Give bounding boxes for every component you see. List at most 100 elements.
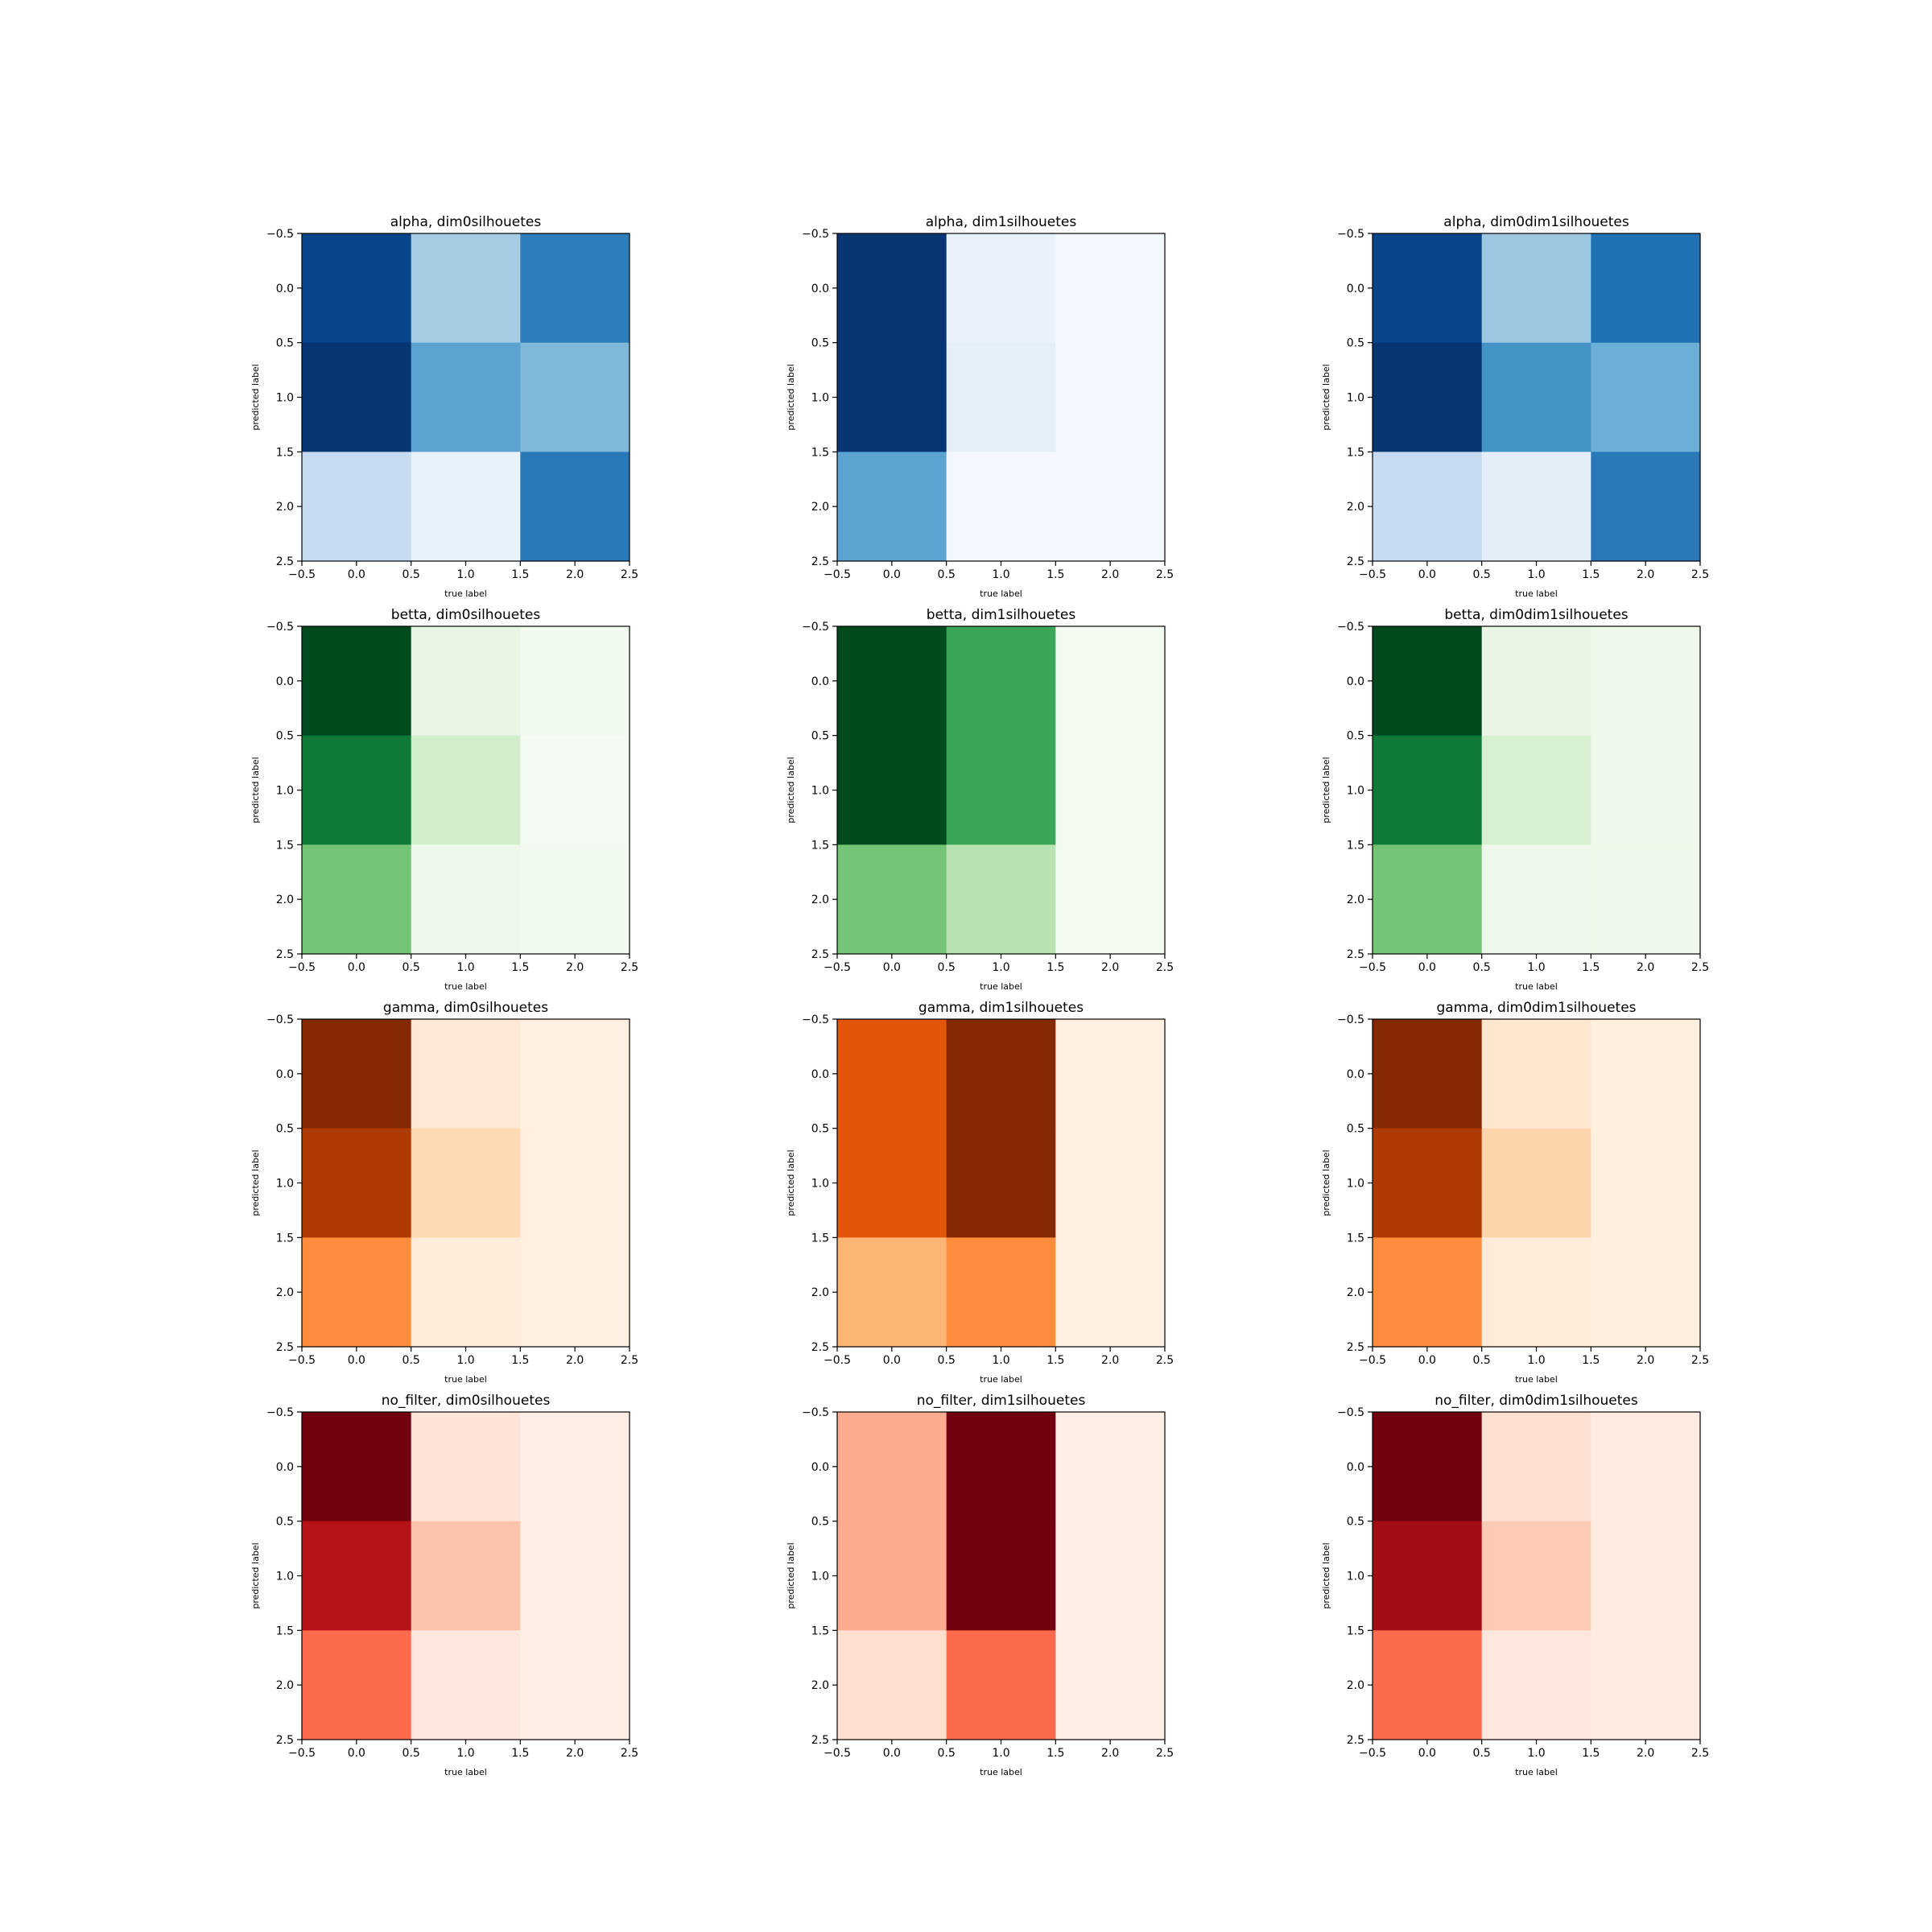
x-tick-label: 0.5 <box>1473 961 1491 974</box>
x-tick-label: 0.5 <box>1473 568 1491 581</box>
x-tick-label: 1.5 <box>1046 1747 1064 1760</box>
heatmap-cell <box>946 233 1056 344</box>
heatmap-cell <box>1591 1128 1701 1238</box>
y-axis-label: predicted label <box>250 364 261 430</box>
heatmap-cell <box>302 1128 412 1238</box>
y-tick-label: 2.5 <box>1347 948 1364 961</box>
heatmap-cell <box>520 342 630 452</box>
y-tick-label: 1.0 <box>811 1178 829 1191</box>
heatmap-cell <box>411 1237 521 1348</box>
x-tick-label: 2.5 <box>1691 1747 1709 1760</box>
x-axis-label: true label <box>1515 981 1558 992</box>
x-tick-label: −0.5 <box>824 1354 851 1367</box>
y-tick-label: −0.5 <box>1337 621 1364 634</box>
y-tick-label: 1.5 <box>1347 1232 1364 1245</box>
chart-title: betta, dim0silhouetes <box>391 607 541 623</box>
x-tick-label: 2.0 <box>1101 961 1119 974</box>
x-tick-label: 0.0 <box>1418 1354 1436 1367</box>
y-tick-label: 2.0 <box>276 894 294 906</box>
x-tick-label: 2.5 <box>1156 1354 1174 1367</box>
heatmap-cell <box>411 1128 521 1238</box>
heatmap-cell <box>520 1521 630 1631</box>
y-tick-label: 2.0 <box>276 501 294 514</box>
y-tick-label: 0.5 <box>1347 1123 1364 1136</box>
y-tick-label: 2.5 <box>276 1734 294 1747</box>
y-tick-label: 2.0 <box>1347 1679 1364 1692</box>
y-tick-label: 1.5 <box>276 839 294 852</box>
heatmap-cell <box>1481 1521 1591 1631</box>
heatmap-cell <box>1481 626 1591 737</box>
x-tick-label: 2.5 <box>621 961 638 974</box>
heatmap-cell <box>1055 1630 1166 1740</box>
y-tick-label: 0.5 <box>1347 730 1364 743</box>
y-tick-label: 0.0 <box>1347 675 1364 688</box>
x-tick-label: 1.5 <box>511 1354 529 1367</box>
heatmap-cell <box>302 1019 412 1129</box>
y-tick-label: 1.5 <box>811 1624 829 1637</box>
chart-title: no_filter, dim0dim1silhouetes <box>1435 1393 1638 1409</box>
x-tick-label: 2.5 <box>1156 568 1174 581</box>
x-tick-label: 0.5 <box>402 961 420 974</box>
heatmap-cell <box>1055 233 1166 344</box>
heatmap-cell <box>520 1630 630 1740</box>
x-tick-label: 1.5 <box>1046 568 1064 581</box>
heatmap-cell <box>1591 844 1701 955</box>
x-tick-label: 1.0 <box>456 1747 474 1760</box>
heatmap-cell <box>1591 626 1701 737</box>
heatmap-cell <box>837 1237 947 1348</box>
y-tick-label: −0.5 <box>1337 1013 1364 1026</box>
heatmap-cell <box>411 626 521 737</box>
chart-title: no_filter, dim1silhouetes <box>917 1393 1086 1409</box>
heatmap-cell <box>520 1128 630 1238</box>
y-tick-label: 1.5 <box>1347 1624 1364 1637</box>
heatmap-cell <box>411 233 521 344</box>
y-tick-label: −0.5 <box>802 621 829 634</box>
y-tick-label: 0.5 <box>811 1123 829 1136</box>
heatmap-cell <box>302 1237 412 1348</box>
x-axis-label: true label <box>444 1767 487 1777</box>
x-tick-label: 0.0 <box>883 1354 901 1367</box>
heatmap-panel: −0.5 0.0 0.5 1.0 1.5 2.0 2.5−0.50.00.51.01.52.… <box>1321 607 1709 992</box>
heatmap-panel: −0.5 0.0 0.5 1.0 1.5 2.0 2.5−0.50.00.51.01.52.… <box>1321 1000 1709 1385</box>
x-tick-label: 1.5 <box>1582 568 1600 581</box>
heatmap-cell <box>1373 342 1483 452</box>
heatmap-panel: −0.5 0.0 0.5 1.0 1.5 2.0 2.5−0.50.00.51.01.52.… <box>786 1393 1174 1777</box>
x-tick-label: 2.5 <box>621 568 638 581</box>
x-tick-label: 2.5 <box>1156 1747 1174 1760</box>
heatmap-cell <box>837 1521 947 1631</box>
y-tick-label: 1.0 <box>276 1178 294 1191</box>
x-tick-label: 0.5 <box>938 1747 956 1760</box>
y-tick-label: 2.5 <box>276 555 294 568</box>
heatmap-cell <box>1591 452 1701 562</box>
heatmap-cell <box>1481 1237 1591 1348</box>
chart-title: gamma, dim0silhouetes <box>383 1000 548 1016</box>
y-tick-label: 0.5 <box>276 337 294 350</box>
y-axis-label: predicted label <box>786 1150 796 1216</box>
heatmap-cell <box>1481 844 1591 955</box>
y-tick-label: 1.0 <box>811 392 829 405</box>
x-tick-label: 2.0 <box>566 568 584 581</box>
x-axis-label: true label <box>980 981 1022 992</box>
heatmap-panel: −0.5 0.0 0.5 1.0 1.5 2.0 2.5−0.50.00.51.01.52.… <box>786 1000 1174 1385</box>
heatmap-panel: −0.5 0.0 0.5 1.0 1.5 2.0 2.5−0.50.00.51.01.52.… <box>786 607 1174 992</box>
y-tick-label: 0.5 <box>811 1516 829 1529</box>
x-axis-label: true label <box>444 1374 487 1385</box>
y-axis-label: predicted label <box>1321 1542 1331 1608</box>
heatmap-panel: −0.5 0.0 0.5 1.0 1.5 2.0 2.5−0.50.00.51.01.52.… <box>1321 1393 1709 1777</box>
heatmap-cell <box>837 233 947 344</box>
y-tick-label: −0.5 <box>266 228 294 241</box>
x-tick-label: 0.0 <box>348 1747 365 1760</box>
chart-title: alpha, dim1silhouetes <box>926 214 1077 230</box>
y-tick-label: 0.5 <box>276 730 294 743</box>
y-axis-label: predicted label <box>786 1542 796 1608</box>
x-tick-label: 2.0 <box>1637 1747 1654 1760</box>
y-tick-label: 2.5 <box>1347 1734 1364 1747</box>
heatmap-cell <box>1481 1412 1591 1522</box>
heatmap-cell <box>946 1521 1056 1631</box>
x-tick-label: 1.0 <box>1527 961 1545 974</box>
heatmap-cell <box>520 233 630 344</box>
y-tick-label: 1.5 <box>276 1232 294 1245</box>
x-axis-label: true label <box>980 1767 1022 1777</box>
x-tick-label: 2.0 <box>1101 1354 1119 1367</box>
heatmap-cell <box>1373 1237 1483 1348</box>
